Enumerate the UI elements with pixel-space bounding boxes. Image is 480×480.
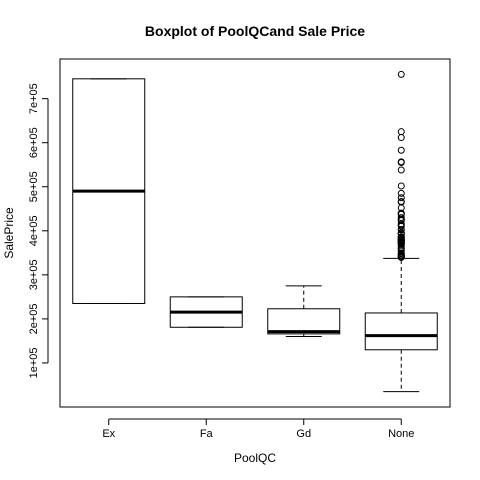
box-none: [365, 71, 437, 391]
x-axis: Ex Fa Gd None: [102, 419, 414, 440]
x-tick-label: None: [388, 428, 414, 440]
y-tick-label: 7e+05: [28, 83, 40, 114]
x-tick-label: Fa: [200, 428, 214, 440]
y-axis-label: SalePrice: [2, 207, 16, 259]
box-ex: [73, 79, 145, 304]
outlier-point: [398, 135, 404, 141]
y-tick-label: 3e+05: [28, 259, 40, 290]
outlier-point: [398, 167, 404, 173]
y-tick-label: 2e+05: [28, 303, 40, 334]
outlier-point: [398, 129, 404, 135]
outlier-point: [398, 71, 404, 77]
chart-title: Boxplot of PoolQCand Sale Price: [145, 23, 365, 39]
boxes: [73, 71, 438, 391]
y-tick-label: 1e+05: [28, 347, 40, 378]
y-tick-label: 6e+05: [28, 127, 40, 158]
plot-frame: [60, 59, 450, 407]
iqr-box: [365, 313, 437, 350]
box-fa: [170, 297, 242, 327]
box-gd: [268, 286, 340, 337]
y-tick-label: 4e+05: [28, 215, 40, 246]
x-tick-label: Gd: [296, 428, 311, 440]
outlier-point: [398, 147, 404, 153]
y-axis: 1e+05 2e+05 3e+05 4e+05 5e+05 6e+05 7e+05: [28, 83, 48, 378]
outlier-point: [398, 183, 404, 189]
y-tick-label: 5e+05: [28, 171, 40, 202]
x-axis-label: PoolQC: [234, 451, 276, 465]
iqr-box: [268, 309, 340, 334]
x-tick-label: Ex: [102, 428, 115, 440]
